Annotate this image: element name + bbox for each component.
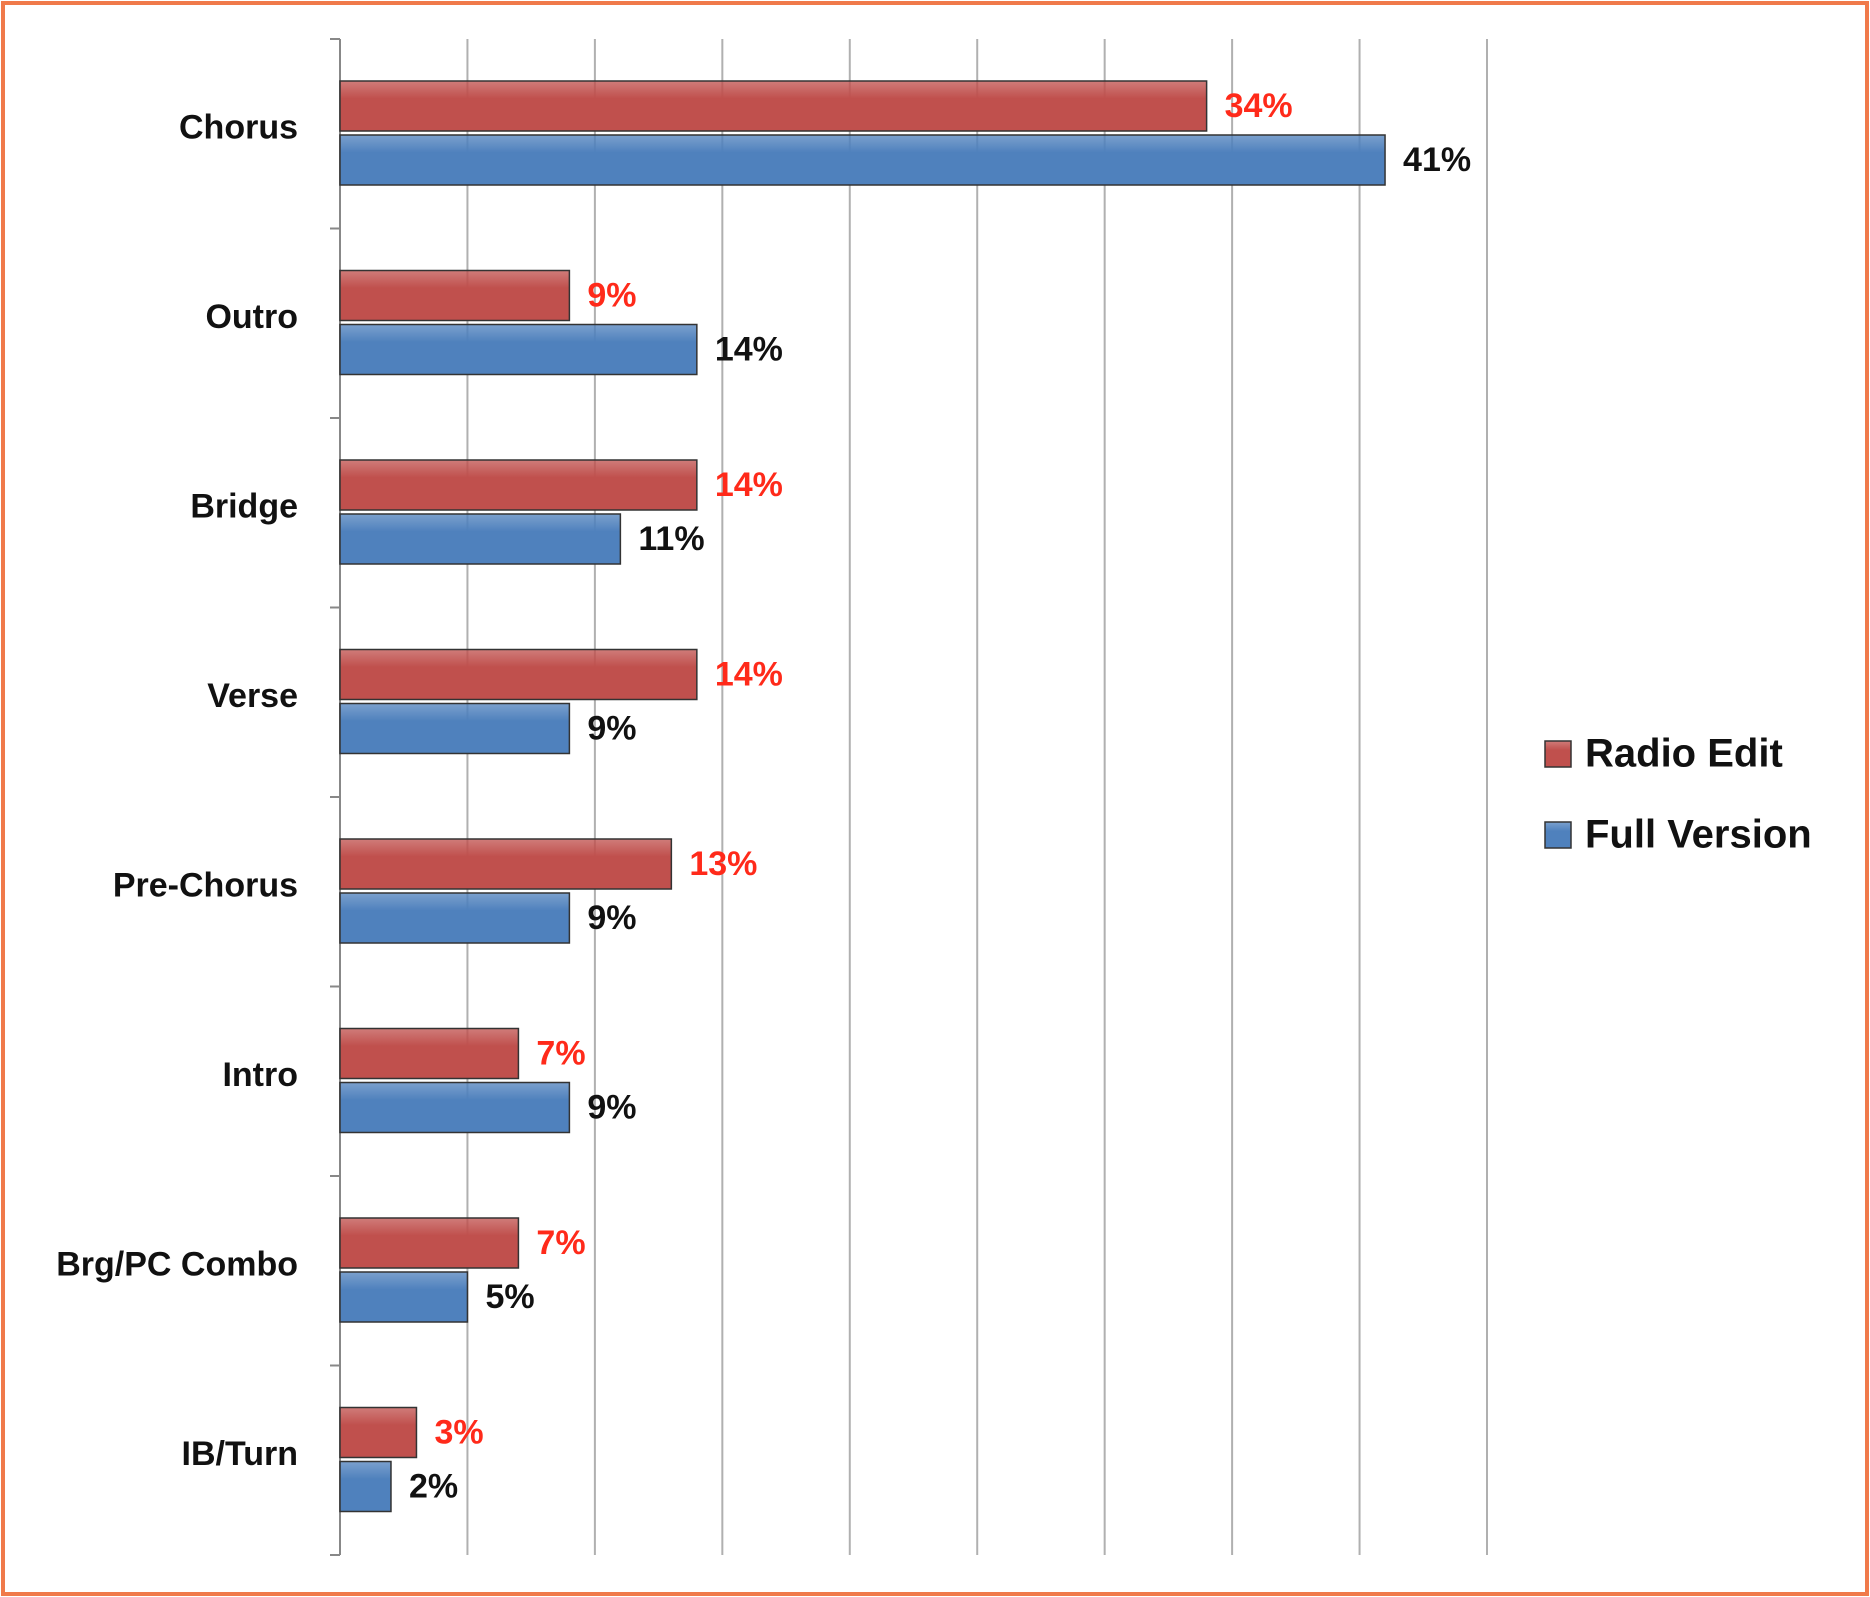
legend-label: Radio Edit — [1585, 732, 1783, 776]
value-label: 7% — [536, 1224, 585, 1262]
bar — [339, 1081, 571, 1134]
value-label: 2% — [409, 1467, 458, 1505]
legend-label: Full Version — [1585, 813, 1812, 857]
bar — [339, 1217, 520, 1269]
bar — [339, 269, 571, 322]
legend-swatch — [1544, 821, 1572, 849]
value-label: 9% — [587, 1088, 636, 1126]
value-label: 14% — [715, 466, 783, 504]
y-tick-label: Bridge — [190, 488, 298, 526]
y-tick-label: Brg/PC Combo — [56, 1246, 298, 1284]
legend-swatch — [1544, 740, 1572, 768]
value-label: 41% — [1403, 141, 1471, 179]
y-tick-label: Pre-Chorus — [113, 867, 298, 905]
bar — [339, 459, 698, 511]
value-label: 3% — [434, 1413, 483, 1451]
bar — [339, 1271, 469, 1323]
bar — [339, 134, 1386, 186]
value-label: 11% — [638, 520, 704, 558]
value-label: 14% — [715, 330, 783, 368]
value-label: 14% — [715, 655, 783, 693]
value-label: 9% — [587, 899, 636, 937]
y-tick-label: Verse — [207, 677, 298, 715]
bar — [339, 513, 622, 565]
bar — [339, 892, 571, 944]
value-label: 9% — [587, 709, 636, 747]
value-label: 7% — [536, 1034, 585, 1072]
bar — [339, 648, 698, 701]
bar — [339, 1460, 392, 1513]
y-tick-label: Chorus — [179, 109, 298, 147]
value-label: 34% — [1225, 87, 1293, 125]
bar — [339, 323, 698, 376]
value-label: 13% — [689, 845, 757, 883]
bar — [339, 1027, 520, 1080]
y-tick-label: Intro — [222, 1056, 298, 1094]
bar — [339, 1406, 418, 1459]
bar — [339, 80, 1208, 132]
bar — [339, 838, 673, 890]
value-label: 5% — [485, 1278, 534, 1316]
y-tick-label: Outro — [205, 298, 298, 336]
y-tick-label: IB/Turn — [182, 1435, 298, 1473]
bar — [339, 702, 571, 755]
value-label: 9% — [587, 276, 636, 314]
